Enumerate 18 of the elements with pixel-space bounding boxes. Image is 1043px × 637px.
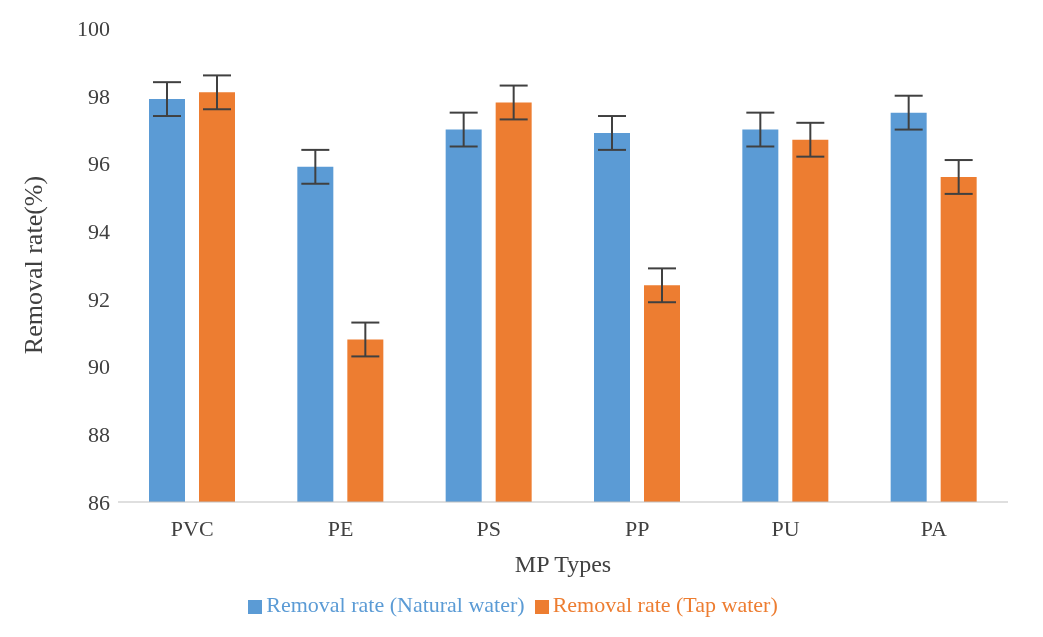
x-tick-label: PU — [771, 515, 800, 541]
x-tick-label: PA — [920, 515, 947, 541]
x-tick-label: PS — [476, 515, 502, 541]
y-tick-label: 88 — [88, 422, 110, 448]
y-tick-label: 92 — [88, 286, 110, 312]
legend-label: Removal rate (Natural water) — [266, 592, 525, 617]
y-tick-label: 86 — [88, 489, 110, 515]
y-tick-label: 98 — [88, 83, 110, 109]
x-tick-label: PP — [624, 515, 650, 541]
y-axis-title: Removal rate(%) — [19, 175, 49, 355]
y-tick-label: 90 — [88, 354, 110, 380]
x-tick-label: PVC — [170, 515, 214, 541]
legend-label: Removal rate (Tap water) — [552, 592, 778, 617]
y-tick-label: 96 — [88, 151, 110, 177]
y-tick-label: 94 — [88, 218, 110, 244]
y-tick-label: 100 — [77, 15, 110, 41]
x-tick-label: PE — [327, 515, 354, 541]
x-axis-title: MP Types — [514, 551, 612, 577]
